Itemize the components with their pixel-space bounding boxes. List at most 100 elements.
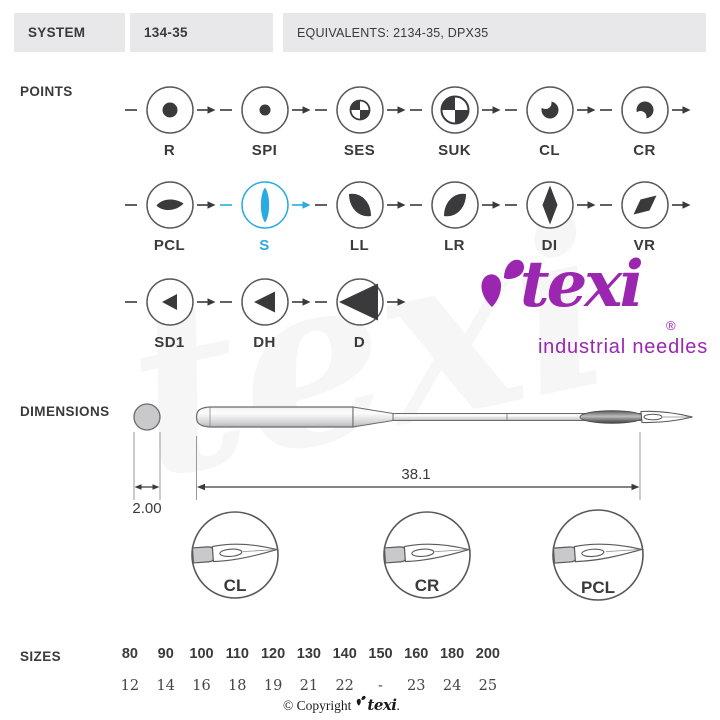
point-item-VR: VR <box>597 177 692 254</box>
quadrant-circle-large-icon <box>410 86 501 134</box>
size-cell: 16 <box>192 678 211 694</box>
moon-right-icon <box>600 86 691 134</box>
points-section-label: POINTS <box>20 84 73 99</box>
triangle-small-icon <box>125 278 216 326</box>
size-cell: 23 <box>407 678 426 694</box>
needle-dimension-drawing: 2.00 38.1 <box>132 403 693 517</box>
needle-scarf <box>579 410 645 424</box>
size-cell: 14 <box>156 678 175 694</box>
copyright-line: © Copyright texi . <box>283 695 400 714</box>
size-cell: 22 <box>335 678 354 694</box>
size-cell: 24 <box>442 678 462 694</box>
point-label: CL <box>539 142 560 159</box>
logo-tagline: industrial needles <box>537 336 708 358</box>
point-label: S <box>259 237 270 254</box>
point-label: D <box>353 334 366 351</box>
point-label: DH <box>253 334 276 351</box>
point-label: SUK <box>438 142 471 159</box>
size-cell: - <box>378 678 383 694</box>
size-cell: 180 <box>439 646 465 662</box>
texi-logo: texi ® industrial needles <box>470 249 710 364</box>
detail-label-cr: CR <box>415 576 440 595</box>
system-value-cell: 134-35 <box>130 13 273 52</box>
needle-cone <box>352 406 394 428</box>
point-label: SPI <box>251 142 278 159</box>
point-item-DH: DH <box>217 274 312 351</box>
size-cell: 90 <box>157 646 174 662</box>
size-cell: 130 <box>296 646 321 662</box>
detail-label-pcl: PCL <box>581 578 615 597</box>
shank-cross-section <box>133 403 161 431</box>
system-header-cell: SYSTEM <box>14 13 125 52</box>
point-label: VR <box>633 237 656 254</box>
copyright-period: . <box>396 698 400 713</box>
size-cell: 110 <box>225 646 249 662</box>
point-label: R <box>163 142 176 159</box>
equivalents-text: EQUIVALENTS: 2134-35, DPX35 <box>297 25 489 40</box>
point-item-S: S <box>217 177 312 254</box>
point-item-LR: LR <box>407 177 502 254</box>
equivalents-cell: EQUIVALENTS: 2134-35, DPX35 <box>283 13 706 52</box>
size-cell: 160 <box>404 646 429 662</box>
size-cell: 120 <box>260 646 286 662</box>
dot-large-icon <box>125 86 216 134</box>
points-row-1: R SPI SES SUK CL CR <box>122 82 692 159</box>
detail-view-cl: CL <box>191 511 279 599</box>
lens-horizontal-icon <box>125 181 216 229</box>
point-label: CR <box>633 142 656 159</box>
point-item-SPI: SPI <box>217 82 312 159</box>
size-cell: 21 <box>299 678 319 694</box>
size-cell: 19 <box>263 678 283 694</box>
point-item-R: R <box>122 82 217 159</box>
point-label: SES <box>343 142 376 159</box>
point-item-CL: CL <box>502 82 597 159</box>
sizes-singer-row: 12 14 16 18 19 21 22 - 23 24 25 <box>112 678 506 694</box>
detail-view-pcl: PCL <box>552 509 645 601</box>
point-item-DI: DI <box>502 177 597 254</box>
lens-diagonal-left-icon <box>315 181 406 229</box>
point-label: LL <box>349 237 370 254</box>
needle-eye <box>643 413 663 421</box>
registered-mark: ® <box>666 318 676 333</box>
point-item-LL: LL <box>312 177 407 254</box>
diamond-vertical-icon <box>505 181 596 229</box>
lens-vertical-icon <box>220 181 311 229</box>
length-value: 38.1 <box>401 466 430 483</box>
point-label: LR <box>444 237 465 254</box>
sizes-section-label: SIZES <box>20 649 62 664</box>
diamond-diagonal-icon <box>600 181 691 229</box>
point-item-SUK: SUK <box>407 82 502 159</box>
size-cell: 18 <box>228 678 247 694</box>
sizes-metric-row: 80 90 100 110 120 130 140 150 160 180 200 <box>112 646 506 662</box>
logo-brand-text: texi <box>520 247 644 322</box>
size-cell: 140 <box>332 646 357 662</box>
detail-label-cl: CL <box>224 576 247 595</box>
point-label: DI <box>541 237 558 254</box>
size-cell: 150 <box>368 646 393 662</box>
dot-small-icon <box>220 86 311 134</box>
point-item-D: D <box>312 274 407 351</box>
quadrant-circle-small-icon <box>315 86 406 134</box>
point-label: SD1 <box>154 334 185 351</box>
size-cell: 80 <box>121 646 138 662</box>
point-item-SD1: SD1 <box>122 274 217 351</box>
detail-view-cr: CR <box>383 511 471 599</box>
triangle-large-icon <box>315 278 406 326</box>
point-item-PCL: PCL <box>122 177 217 254</box>
copyright-brand: texi <box>367 696 397 714</box>
moon-left-icon <box>505 86 596 134</box>
dimensions-section-label: DIMENSIONS <box>20 404 110 419</box>
point-item-SES: SES <box>312 82 407 159</box>
system-label: SYSTEM <box>28 25 86 40</box>
copyright-text: © Copyright <box>283 698 352 713</box>
size-cell: 100 <box>189 646 214 662</box>
point-label: PCL <box>153 237 186 254</box>
butterfly-small-icon <box>357 695 366 706</box>
system-value: 134-35 <box>144 25 188 40</box>
points-row-3: SD1 DH D <box>122 274 407 351</box>
needle-shank <box>195 406 354 428</box>
size-cell: 200 <box>475 646 500 662</box>
diameter-value: 2.00 <box>132 500 161 517</box>
size-cell: 25 <box>478 678 498 694</box>
